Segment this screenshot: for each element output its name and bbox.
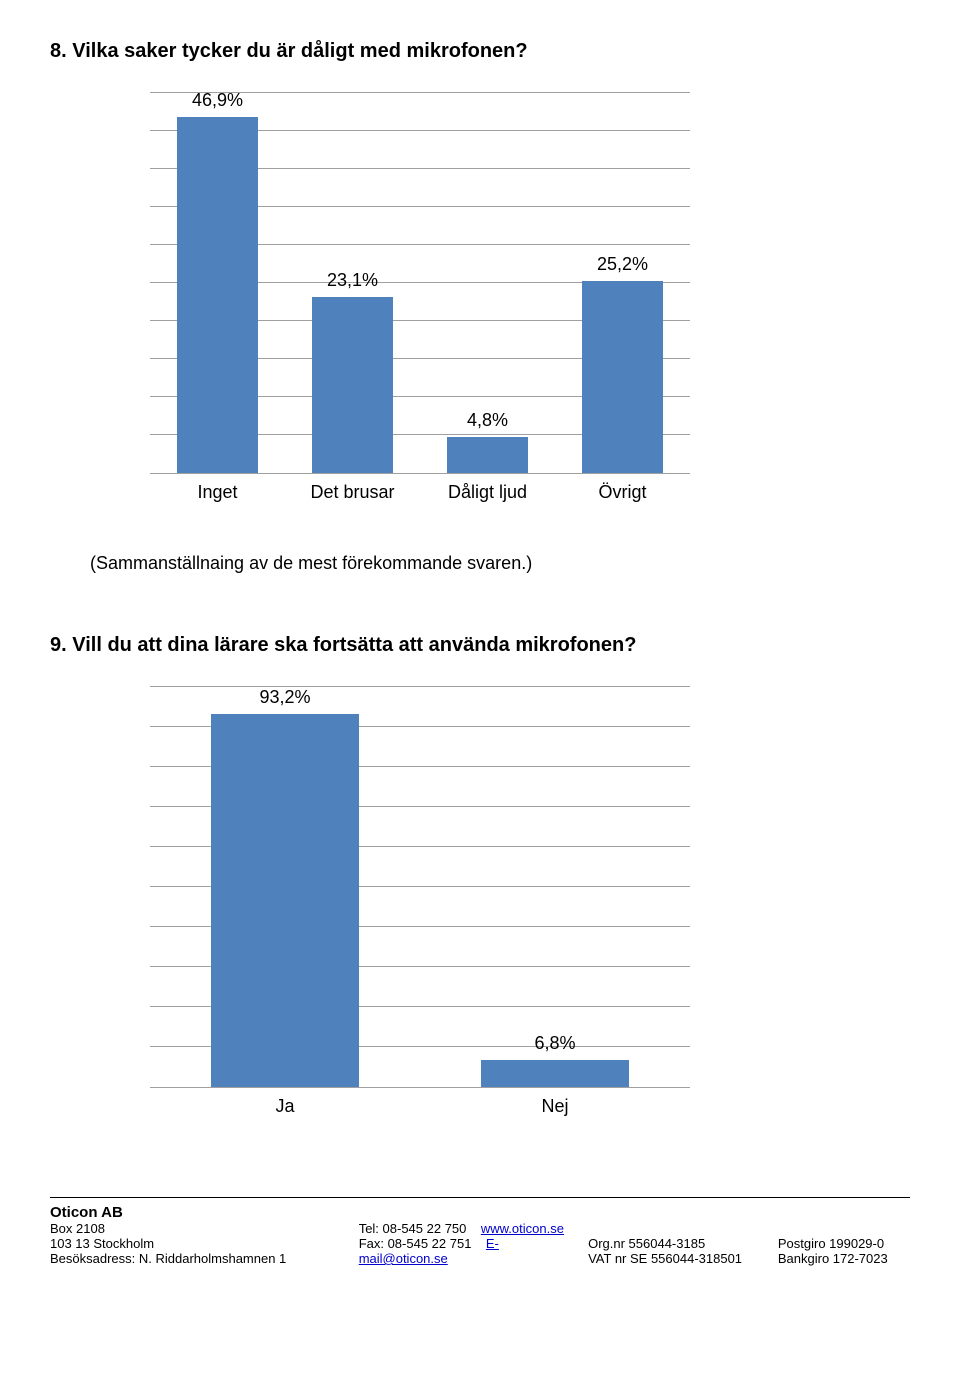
x-axis-label: Nej xyxy=(420,1096,690,1117)
chart-q8: 46,9% 23,1% 4,8% 25,2% IngetDet brusarDåligt… xyxy=(150,93,690,503)
x-axis-label: Dåligt ljud xyxy=(420,482,555,503)
bar xyxy=(177,117,258,473)
footer-addr-1: Box 2108 xyxy=(50,1221,341,1236)
bar-value-label: 6,8% xyxy=(420,1033,690,1054)
footer-bankgiro: Bankgiro 172-7023 xyxy=(778,1251,910,1266)
page-footer: Oticon AB Box 2108 103 13 Stockholm Besö… xyxy=(50,1204,910,1266)
footer-postgiro: Postgiro 199029-0 xyxy=(778,1236,910,1251)
bar xyxy=(447,437,528,473)
footer-addr-3: Besöksadress: N. Riddarholmshamnen 1 xyxy=(50,1251,341,1266)
question-8-title: 8. Vilka saker tycker du är dåligt med m… xyxy=(50,40,910,63)
footer-company: Oticon AB xyxy=(50,1204,341,1221)
question-9-title: 9. Vill du att dina lärare ska fortsätta… xyxy=(50,634,910,657)
bar-value-label: 23,1% xyxy=(285,270,420,291)
question-8-note: (Sammanställnaing av de mest förekommand… xyxy=(90,553,910,574)
bar xyxy=(312,297,393,473)
footer-link-web[interactable]: www.oticon.se xyxy=(481,1221,564,1236)
bar-value-label: 25,2% xyxy=(555,254,690,275)
bar-value-label: 46,9% xyxy=(150,90,285,111)
bar-value-label: 93,2% xyxy=(150,687,420,708)
footer-fax: Fax: 08-545 22 751 E-mail@oticon.se xyxy=(359,1236,570,1266)
chart-q9: 93,2% 6,8% JaNej xyxy=(150,687,690,1117)
x-axis-label: Övrigt xyxy=(555,482,690,503)
bar xyxy=(582,281,663,473)
footer-separator xyxy=(50,1197,910,1198)
bar-value-label: 4,8% xyxy=(420,410,555,431)
footer-addr-2: 103 13 Stockholm xyxy=(50,1236,341,1251)
x-axis-label: Inget xyxy=(150,482,285,503)
bar xyxy=(481,1060,630,1087)
x-axis-label: Ja xyxy=(150,1096,420,1117)
footer-tel: Tel: 08-545 22 750 www.oticon.se xyxy=(359,1221,570,1236)
bar xyxy=(211,714,360,1087)
x-axis-label: Det brusar xyxy=(285,482,420,503)
footer-vat: VAT nr SE 556044-318501 xyxy=(588,1251,760,1266)
footer-orgnr: Org.nr 556044-3185 xyxy=(588,1236,760,1251)
